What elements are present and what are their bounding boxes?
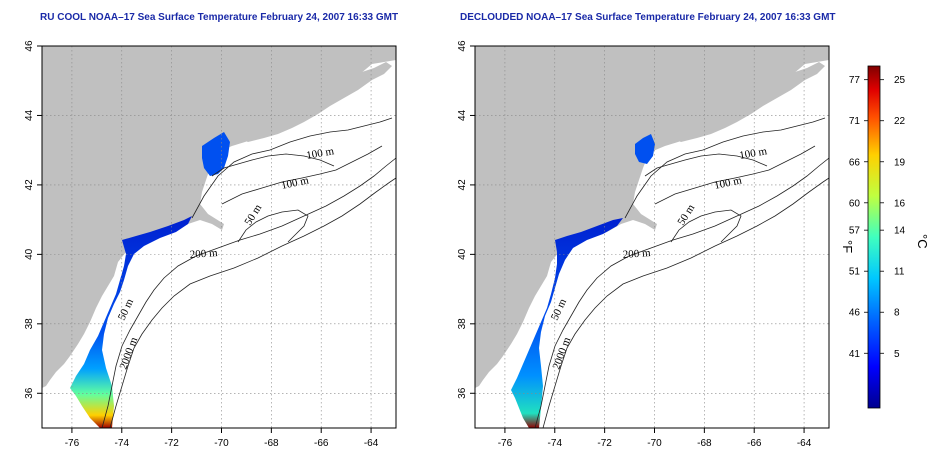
fahrenheit-tick-label: 51 bbox=[849, 267, 861, 278]
celsius-tick-label: 5 bbox=[894, 349, 900, 360]
fahrenheit-tick-label: 41 bbox=[849, 349, 861, 360]
right-panel-title: DECLOUDED NOAA–17 Sea Surface Temperatur… bbox=[460, 12, 836, 23]
lat-tick-label: 42 bbox=[457, 179, 468, 191]
sst-gulf-of-maine-patch bbox=[635, 134, 655, 164]
lat-tick-label: 36 bbox=[24, 387, 35, 399]
contour-label: 100 m bbox=[305, 145, 335, 162]
lat-tick-label: 44 bbox=[24, 109, 35, 121]
nova-scotia-land bbox=[667, 62, 825, 142]
lon-tick-label: -74 bbox=[548, 438, 563, 449]
celsius-tick-label: 8 bbox=[894, 308, 900, 319]
contour-label: 100 m bbox=[738, 145, 768, 162]
lon-tick-label: -68 bbox=[697, 438, 712, 449]
sst-gulf-of-maine-patch bbox=[202, 132, 230, 176]
lon-tick-label: -68 bbox=[264, 438, 279, 449]
lon-tick-label: -64 bbox=[364, 438, 379, 449]
land-mass bbox=[475, 46, 829, 388]
celsius-tick-label: 16 bbox=[894, 198, 906, 209]
latitude-axis: 46 44 42 40 38 36 bbox=[24, 40, 42, 399]
fahrenheit-tick-label: 77 bbox=[849, 75, 861, 86]
fahrenheit-tick-label: 46 bbox=[849, 308, 861, 319]
fahrenheit-ticks: 77 71 66 60 57 51 46 41 bbox=[849, 75, 868, 360]
land-mass bbox=[42, 46, 396, 388]
lat-tick-label: 40 bbox=[457, 248, 468, 260]
lon-tick-label: -64 bbox=[797, 438, 812, 449]
celsius-axis-label: °C bbox=[915, 234, 930, 249]
contour-line bbox=[109, 177, 396, 428]
lon-tick-label: -72 bbox=[164, 438, 179, 449]
lon-tick-label: -70 bbox=[214, 438, 229, 449]
contour-line bbox=[670, 209, 742, 243]
contour-line bbox=[654, 145, 816, 205]
map-frame bbox=[474, 45, 830, 429]
sst-coastal-band bbox=[70, 216, 192, 428]
lat-tick-label: 42 bbox=[24, 179, 35, 191]
lat-tick-label: 38 bbox=[24, 318, 35, 330]
contour-line bbox=[534, 157, 829, 428]
contour-line bbox=[237, 209, 309, 243]
nova-scotia-land bbox=[234, 62, 392, 142]
lat-lon-grid bbox=[475, 46, 829, 428]
lon-tick-label: -72 bbox=[597, 438, 612, 449]
lon-tick-label: -76 bbox=[65, 438, 80, 449]
fahrenheit-tick-label: 60 bbox=[849, 198, 861, 209]
contour-line bbox=[644, 153, 768, 177]
contour-label: 100 m bbox=[280, 174, 310, 192]
latitude-axis: 46 44 42 40 38 36 bbox=[457, 40, 475, 399]
celsius-ticks: 25 22 19 16 14 11 8 5 bbox=[880, 75, 906, 360]
contour-label: 100 m bbox=[713, 174, 743, 192]
sst-coastal-band bbox=[511, 218, 623, 428]
fahrenheit-tick-label: 71 bbox=[849, 116, 861, 127]
celsius-tick-label: 22 bbox=[894, 116, 906, 127]
lon-tick-label: -70 bbox=[647, 438, 662, 449]
lat-tick-label: 40 bbox=[24, 248, 35, 260]
contour-label: 200 m bbox=[622, 247, 651, 261]
contour-line bbox=[542, 177, 829, 428]
lon-tick-label: -74 bbox=[115, 438, 130, 449]
colorbar-gradient bbox=[867, 65, 881, 409]
lon-tick-label: -66 bbox=[314, 438, 329, 449]
celsius-tick-label: 14 bbox=[894, 226, 906, 237]
longitude-axis: -76 -74 -72 -70 -68 -66 -64 bbox=[65, 428, 379, 449]
celsius-tick-label: 11 bbox=[894, 267, 905, 278]
longitude-axis: -76 -74 -72 -70 -68 -66 -64 bbox=[498, 428, 812, 449]
contour-line bbox=[624, 117, 826, 219]
contour-line bbox=[221, 145, 383, 205]
celsius-tick-label: 25 bbox=[894, 75, 906, 86]
colorbar: 77 71 66 60 57 51 46 41 25 22 19 16 14 11 8 5 °F °C bbox=[840, 65, 930, 409]
fahrenheit-axis-label: °F bbox=[840, 240, 855, 253]
lat-tick-label: 46 bbox=[457, 40, 468, 52]
contour-line bbox=[101, 157, 396, 428]
lat-tick-label: 46 bbox=[24, 40, 35, 52]
contour-label: 200 m bbox=[189, 247, 218, 261]
left-panel-title: RU COOL NOAA–17 Sea Surface Temperature … bbox=[40, 12, 399, 23]
lat-lon-grid bbox=[42, 46, 396, 428]
lon-tick-label: -66 bbox=[747, 438, 762, 449]
lat-tick-label: 44 bbox=[457, 109, 468, 121]
lat-tick-label: 36 bbox=[457, 387, 468, 399]
fahrenheit-tick-label: 66 bbox=[849, 157, 861, 168]
map-frame bbox=[41, 45, 397, 429]
contour-line bbox=[211, 153, 335, 177]
fahrenheit-tick-label: 57 bbox=[849, 226, 861, 237]
contour-line bbox=[191, 117, 393, 219]
celsius-tick-label: 19 bbox=[894, 157, 906, 168]
lon-tick-label: -76 bbox=[498, 438, 513, 449]
lat-tick-label: 38 bbox=[457, 318, 468, 330]
